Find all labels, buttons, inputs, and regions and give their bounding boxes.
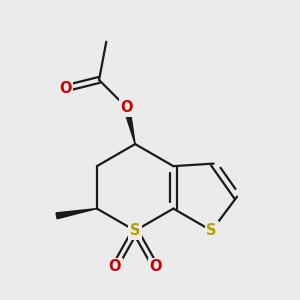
Text: O: O — [59, 81, 71, 96]
Text: S: S — [206, 223, 217, 238]
Text: O: O — [149, 259, 162, 274]
Polygon shape — [56, 208, 97, 219]
Polygon shape — [124, 107, 135, 144]
Text: O: O — [109, 259, 121, 274]
Text: S: S — [130, 223, 140, 238]
Text: O: O — [120, 100, 133, 115]
